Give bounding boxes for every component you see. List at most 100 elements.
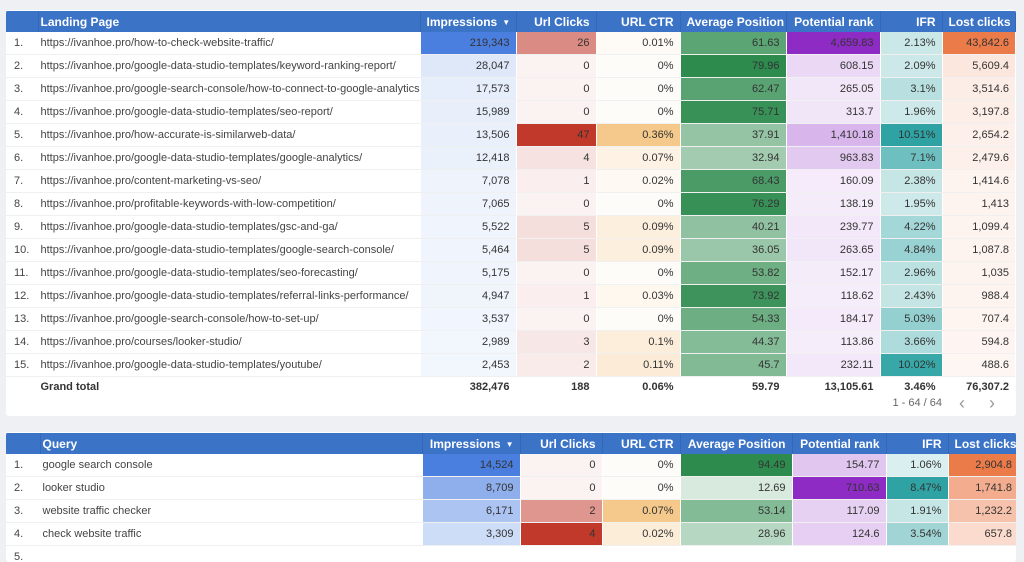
landing-page-cell[interactable]: https://ivanhoe.pro/google-search-consol…	[38, 78, 420, 101]
average-position-cell: 37.91	[680, 124, 786, 147]
table-row[interactable]: 2.https://ivanhoe.pro/google-data-studio…	[6, 55, 1015, 78]
query-cell[interactable]: check website traffic	[40, 523, 422, 546]
row-index: 9.	[6, 216, 38, 239]
sort-descending-icon[interactable]: ▼	[502, 18, 510, 27]
chevron-left-icon[interactable]: ‹	[952, 396, 972, 410]
lost-clicks-cell: 2,479.6	[942, 147, 1015, 170]
ifr-cell: 2.13%	[880, 32, 942, 55]
header-url-ctr[interactable]: URL CTR	[596, 11, 680, 32]
sort-descending-icon[interactable]: ▼	[506, 440, 514, 449]
table-row[interactable]: 11.https://ivanhoe.pro/google-data-studi…	[6, 262, 1015, 285]
landing-page-cell[interactable]: https://ivanhoe.pro/google-data-studio-t…	[38, 216, 420, 239]
url-clicks-cell: 1	[516, 285, 596, 308]
url-clicks-cell: 5	[516, 216, 596, 239]
average-position-cell: 44.37	[680, 331, 786, 354]
average-position-cell: 32.94	[680, 147, 786, 170]
landing-page-cell[interactable]: https://ivanhoe.pro/google-data-studio-t…	[38, 101, 420, 124]
landing-page-cell[interactable]: https://ivanhoe.pro/profitable-keywords-…	[38, 193, 420, 216]
ifr-cell: 10.51%	[880, 124, 942, 147]
average-position-cell: 12.69	[680, 477, 792, 500]
query-cell[interactable]: looker studio	[40, 477, 422, 500]
url-clicks-cell: 2	[516, 354, 596, 377]
potential-rank-cell: 232.11	[786, 354, 880, 377]
table-row[interactable]: 4.https://ivanhoe.pro/google-data-studio…	[6, 101, 1015, 124]
header-impressions[interactable]: Impressions▼	[420, 11, 516, 32]
url-clicks-cell: 0	[516, 78, 596, 101]
table-row[interactable]: 5.https://ivanhoe.pro/how-accurate-is-si…	[6, 124, 1015, 147]
header-url-clicks[interactable]: Url Clicks	[520, 433, 602, 454]
landing-page-cell[interactable]: https://ivanhoe.pro/google-data-studio-t…	[38, 262, 420, 285]
landing-page-cell[interactable]: https://ivanhoe.pro/courses/looker-studi…	[38, 331, 420, 354]
landing-page-cell[interactable]: https://ivanhoe.pro/how-to-check-website…	[38, 32, 420, 55]
table-row[interactable]: 9.https://ivanhoe.pro/google-data-studio…	[6, 216, 1015, 239]
potential-rank-cell: 963.83	[786, 147, 880, 170]
header-ifr[interactable]: IFR	[880, 11, 942, 32]
landing-page-cell[interactable]: https://ivanhoe.pro/google-search-consol…	[38, 308, 420, 331]
header-url-ctr[interactable]: URL CTR	[602, 433, 680, 454]
query-cell[interactable]	[40, 546, 422, 562]
header-average-position[interactable]: Average Position	[680, 433, 792, 454]
url-ctr-cell: 0.1%	[596, 331, 680, 354]
url-clicks-cell: 0	[516, 193, 596, 216]
ifr-cell: 3.54%	[886, 523, 948, 546]
table-row[interactable]: 15.https://ivanhoe.pro/google-data-studi…	[6, 354, 1015, 377]
total-potential-rank-cell: 13,105.61	[786, 377, 880, 398]
landing-page-cell[interactable]: https://ivanhoe.pro/google-data-studio-t…	[38, 55, 420, 78]
potential-rank-cell: 138.19	[786, 193, 880, 216]
landing-page-cell[interactable]: https://ivanhoe.pro/google-data-studio-t…	[38, 239, 420, 262]
table-row[interactable]: 14.https://ivanhoe.pro/courses/looker-st…	[6, 331, 1015, 354]
table-row[interactable]: 6.https://ivanhoe.pro/google-data-studio…	[6, 147, 1015, 170]
header-potential-rank[interactable]: Potential rank	[786, 11, 880, 32]
landing-page-cell[interactable]: https://ivanhoe.pro/content-marketing-vs…	[38, 170, 420, 193]
impressions-cell: 28,047	[420, 55, 516, 78]
query-table-card: Query Impressions▼ Url Clicks URL CTR Av…	[6, 432, 1016, 562]
url-ctr-cell: 0.36%	[596, 124, 680, 147]
header-potential-rank[interactable]: Potential rank	[792, 433, 886, 454]
impressions-cell: 13,506	[420, 124, 516, 147]
lost-clicks-cell: 3,514.6	[942, 78, 1015, 101]
average-position-cell: 76.29	[680, 193, 786, 216]
header-average-position[interactable]: Average Position	[680, 11, 786, 32]
table-row[interactable]: 1.https://ivanhoe.pro/how-to-check-websi…	[6, 32, 1015, 55]
header-url-clicks[interactable]: Url Clicks	[516, 11, 596, 32]
ifr-cell: 10.02%	[880, 354, 942, 377]
table-row[interactable]: 7.https://ivanhoe.pro/content-marketing-…	[6, 170, 1015, 193]
chevron-right-icon[interactable]: ›	[982, 396, 1002, 410]
url-ctr-cell: 0%	[602, 454, 680, 477]
header-ifr[interactable]: IFR	[886, 433, 948, 454]
table-row[interactable]: 13.https://ivanhoe.pro/google-search-con…	[6, 308, 1015, 331]
total-impressions-cell: 382,476	[420, 377, 516, 398]
landing-page-cell[interactable]: https://ivanhoe.pro/google-data-studio-t…	[38, 354, 420, 377]
landing-page-cell[interactable]: https://ivanhoe.pro/how-accurate-is-simi…	[38, 124, 420, 147]
row-index: 1.	[6, 454, 40, 477]
header-landing-page[interactable]: Landing Page	[38, 11, 420, 32]
header-lost-clicks[interactable]: Lost clicks	[948, 433, 1016, 454]
potential-rank-cell: 263.65	[786, 239, 880, 262]
landing-page-cell[interactable]: https://ivanhoe.pro/google-data-studio-t…	[38, 147, 420, 170]
table-row[interactable]: 10.https://ivanhoe.pro/google-data-studi…	[6, 239, 1015, 262]
landing-page-cell[interactable]: https://ivanhoe.pro/google-data-studio-t…	[38, 285, 420, 308]
header-lost-clicks[interactable]: Lost clicks	[942, 11, 1015, 32]
table-row[interactable]: 3.https://ivanhoe.pro/google-search-cons…	[6, 78, 1015, 101]
header-impressions[interactable]: Impressions▼	[422, 433, 520, 454]
table-row[interactable]: 8.https://ivanhoe.pro/profitable-keyword…	[6, 193, 1015, 216]
url-ctr-cell: 0%	[596, 55, 680, 78]
ifr-cell: 4.84%	[880, 239, 942, 262]
impressions-cell: 5,522	[420, 216, 516, 239]
table-row[interactable]: 5.	[6, 546, 1016, 562]
ifr-cell	[886, 546, 948, 562]
average-position-cell: 68.43	[680, 170, 786, 193]
row-index: 4.	[6, 101, 38, 124]
query-cell[interactable]: website traffic checker	[40, 500, 422, 523]
potential-rank-cell: 710.63	[792, 477, 886, 500]
ifr-cell: 4.22%	[880, 216, 942, 239]
table-row[interactable]: 12.https://ivanhoe.pro/google-data-studi…	[6, 285, 1015, 308]
row-index: 6.	[6, 147, 38, 170]
landing-page-table-card: Landing Page Impressions▼ Url Clicks URL…	[6, 10, 1016, 416]
query-cell[interactable]: google search console	[40, 454, 422, 477]
header-query[interactable]: Query	[40, 433, 422, 454]
